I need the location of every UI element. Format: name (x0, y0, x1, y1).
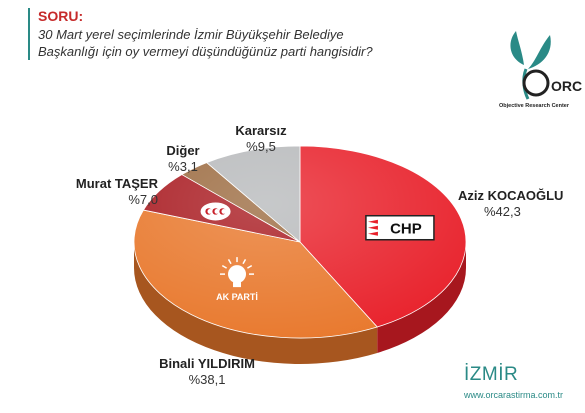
slice-name-kocaoglu: Aziz KOCAOĞLU (458, 188, 564, 203)
question-label: SORU: (38, 8, 84, 24)
akparti-badge-text: AK PARTİ (216, 292, 258, 302)
slice-name-diger: Diğer (166, 143, 200, 158)
orc-logo-caption: Objective Research Center (498, 103, 569, 109)
region-title: İZMİR (464, 364, 519, 385)
label-taser: Murat TAŞER %7,0 (62, 176, 158, 208)
label-kocaoglu: Aziz KOCAOĞLU %42,3 (458, 188, 563, 220)
slice-value-diger: %3,1 (168, 159, 198, 174)
question-block: SORU: 30 Mart yerel seçimlerinde İzmir B… (28, 8, 428, 60)
slice-name-yildirim: Binali YILDIRIM (159, 356, 255, 371)
slice-name-taser: Murat TAŞER (75, 176, 158, 191)
chp-badge-text: CHP (390, 221, 422, 238)
orc-logo-text: ORC (551, 78, 582, 94)
akparti-lightbulb-icon: AK PARTİ (216, 257, 258, 302)
website-link[interactable]: www.orcarastirma.com.tr (464, 390, 564, 400)
slice-value-taser: %7,0 (128, 192, 158, 207)
question-line-2: Başkanlığı için oy vermeyi düşündüğünüz … (38, 44, 373, 59)
slice-value-kocaoglu: %42,3 (484, 204, 521, 219)
slice-name-kararsiz: Kararsız (235, 123, 287, 138)
label-diger: Diğer %3,1 (158, 143, 208, 175)
mhp-crescents-icon (200, 202, 231, 221)
question-line-1: 30 Mart yerel seçimlerinde İzmir Büyükşe… (38, 27, 344, 42)
slice-value-yildirim: %38,1 (188, 372, 226, 387)
label-yildirim: Binali YILDIRIM %38,1 (152, 356, 262, 388)
label-kararsiz: Kararsız %9,5 (226, 123, 296, 155)
chp-badge-icon: CHP (365, 214, 435, 241)
orc-logo-icon: ORC (510, 31, 582, 100)
slice-value-kararsiz: %9,5 (246, 139, 276, 154)
